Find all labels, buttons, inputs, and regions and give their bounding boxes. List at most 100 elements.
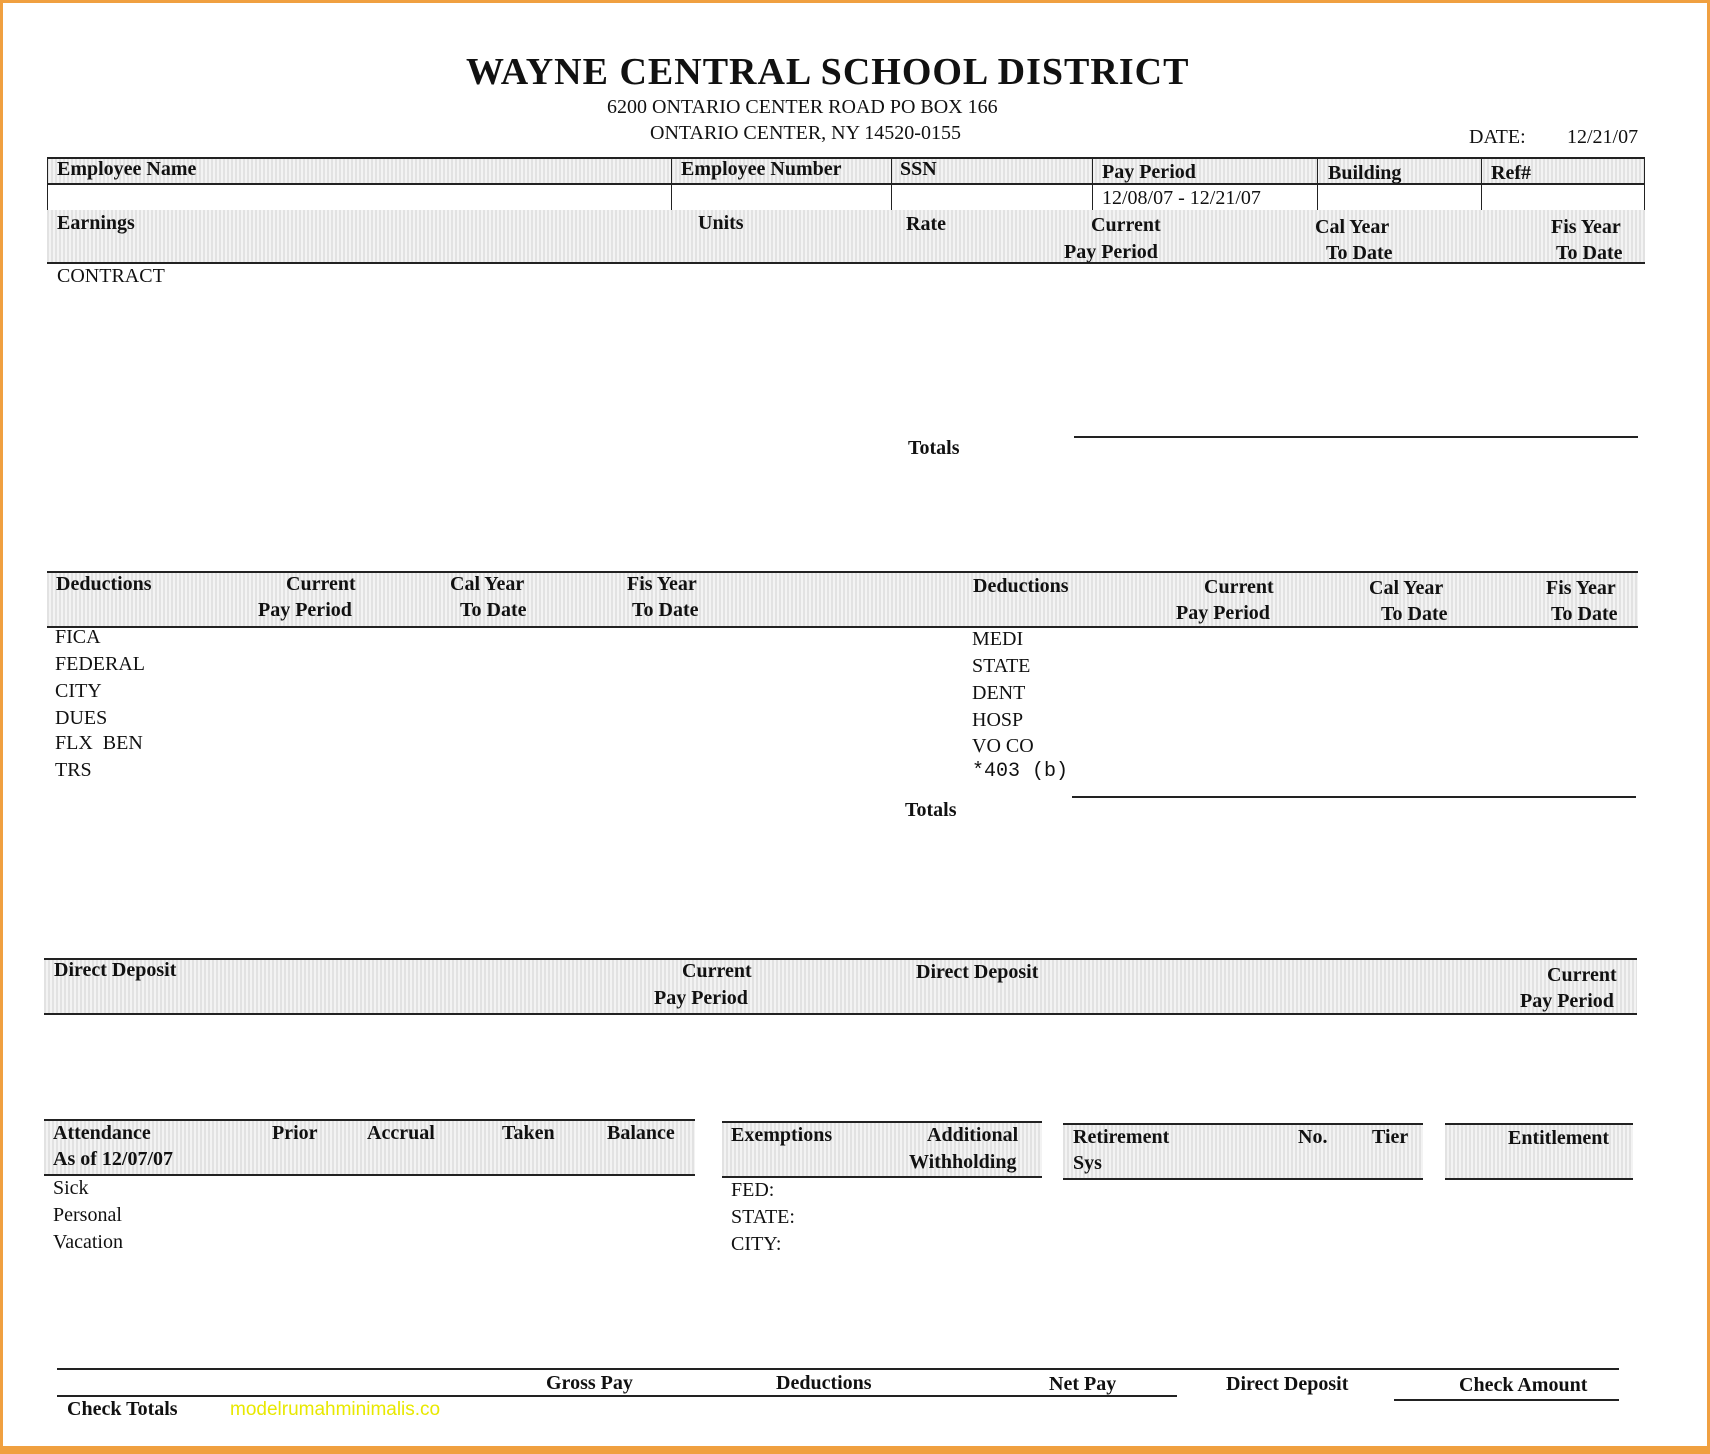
address-line-1: 6200 ONTARIO CENTER ROAD PO BOX 166 (607, 96, 998, 118)
attendance-as-of-label: As of 12/07/07 (53, 1148, 173, 1170)
ded-cal-year-label-right: Cal Year (1369, 577, 1444, 599)
retirement-header (1063, 1123, 1423, 1180)
rate-label: Rate (906, 213, 946, 235)
col-employee-number: Employee Number (681, 158, 842, 180)
totals-line (1072, 796, 1636, 798)
dd-current-label: Current (682, 960, 752, 982)
ded-cal-year-label: Cal Year (450, 573, 525, 595)
totals-line (1074, 436, 1638, 438)
district-title: WAYNE CENTRAL SCHOOL DISTRICT (466, 51, 1190, 93)
watermark: modelrumahminimalis.co (230, 1399, 441, 1420)
divider (57, 1368, 1619, 1370)
pay-period-label: Pay Period (1064, 241, 1158, 263)
deduction-item: DENT (972, 682, 1026, 704)
retirement-sys-label: Sys (1073, 1152, 1102, 1174)
attendance-item: Personal (53, 1204, 122, 1226)
exemptions-label: Exemptions (731, 1124, 833, 1146)
current-label: Current (1091, 214, 1161, 236)
divider (1092, 157, 1093, 210)
divider (891, 157, 892, 210)
deduction-item: TRS (55, 759, 92, 781)
deduction-item: STATE (972, 655, 1031, 677)
divider (1644, 157, 1645, 210)
gross-pay-label: Gross Pay (546, 1372, 633, 1394)
dd-pay-period-label: Pay Period (654, 987, 748, 1009)
deduction-item: HOSP (972, 709, 1024, 731)
date-label: DATE: (1469, 126, 1526, 148)
ded-fis-to-date-label-right: To Date (1551, 603, 1618, 625)
date-value: 12/21/07 (1567, 126, 1639, 148)
ded-cal-to-date-label-right: To Date (1381, 603, 1448, 625)
deductions-totals-label: Totals (905, 799, 957, 821)
col-employee-name: Employee Name (57, 158, 197, 180)
fis-year-label: Fis Year (1551, 216, 1621, 238)
dd-current-label-right: Current (1547, 964, 1617, 986)
earnings-header (47, 210, 1645, 264)
divider (47, 157, 48, 210)
address-line-2: ONTARIO CENTER, NY 14520-0155 (650, 122, 961, 144)
deduction-item: FLX BEN (55, 732, 143, 754)
ded-pay-period-label: Pay Period (258, 599, 352, 621)
no-label: No. (1298, 1126, 1328, 1148)
cal-year-label: Cal Year (1315, 216, 1390, 238)
direct-deposit-total-label: Direct Deposit (1226, 1373, 1349, 1395)
additional-label: Additional (927, 1124, 1019, 1146)
divider (57, 1395, 1177, 1397)
deduction-item: DUES (55, 707, 108, 729)
entitlement-header (1445, 1123, 1633, 1180)
col-ssn: SSN (900, 158, 937, 180)
direct-deposit-label: Direct Deposit (54, 959, 177, 981)
deductions-total-label: Deductions (776, 1372, 872, 1394)
col-pay-period: Pay Period (1102, 161, 1196, 183)
exemption-item: FED: (731, 1179, 775, 1201)
withholding-label: Withholding (909, 1151, 1017, 1173)
deduction-item: FEDERAL (55, 653, 145, 675)
earning-item: CONTRACT (57, 265, 165, 287)
ded-fis-to-date-label: To Date (632, 599, 699, 621)
deduction-item: FICA (55, 626, 101, 648)
earnings-totals-label: Totals (908, 437, 960, 459)
retirement-label: Retirement (1073, 1126, 1170, 1148)
accrual-label: Accrual (367, 1122, 435, 1144)
divider (1394, 1399, 1619, 1401)
col-ref: Ref# (1491, 162, 1531, 184)
attendance-header (44, 1119, 695, 1176)
exemption-item: STATE: (731, 1206, 795, 1228)
exemptions-header (722, 1121, 1042, 1178)
balance-label: Balance (607, 1122, 675, 1144)
ded-current-label: Current (286, 573, 356, 595)
ded-current-label-right: Current (1204, 576, 1274, 598)
deductions-header (47, 571, 1638, 628)
ded-cal-to-date-label: To Date (460, 599, 527, 621)
pay-period-value: 12/08/07 - 12/21/07 (1102, 187, 1261, 209)
deduction-item: *403 (b) (972, 760, 1069, 783)
taken-label: Taken (502, 1122, 555, 1144)
attendance-label: Attendance (53, 1122, 151, 1144)
net-pay-label: Net Pay (1049, 1373, 1117, 1395)
check-totals-label: Check Totals (67, 1398, 178, 1420)
exemption-item: CITY: (731, 1233, 782, 1255)
direct-deposit-label-right: Direct Deposit (916, 961, 1039, 983)
deduction-item: CITY (55, 680, 102, 702)
info-table-header (47, 157, 1645, 185)
tier-label: Tier (1372, 1126, 1409, 1148)
deduction-item: VO CO (972, 735, 1034, 757)
divider (1317, 157, 1318, 210)
col-building: Building (1328, 162, 1402, 184)
divider (1481, 157, 1482, 210)
units-label: Units (698, 212, 744, 234)
deduction-item: MEDI (972, 628, 1024, 650)
ded-fis-year-label: Fis Year (627, 573, 697, 595)
divider (671, 157, 672, 210)
check-amount-label: Check Amount (1459, 1374, 1588, 1396)
direct-deposit-header (44, 958, 1637, 1015)
deductions-label-right: Deductions (973, 575, 1069, 597)
earnings-label: Earnings (57, 212, 135, 234)
cal-to-date-label: To Date (1326, 242, 1393, 264)
entitlement-label: Entitlement (1508, 1127, 1610, 1149)
ded-pay-period-label-right: Pay Period (1176, 602, 1270, 624)
fis-to-date-label: To Date (1556, 242, 1623, 264)
dd-pay-period-label-right: Pay Period (1520, 990, 1614, 1012)
prior-label: Prior (272, 1122, 318, 1144)
